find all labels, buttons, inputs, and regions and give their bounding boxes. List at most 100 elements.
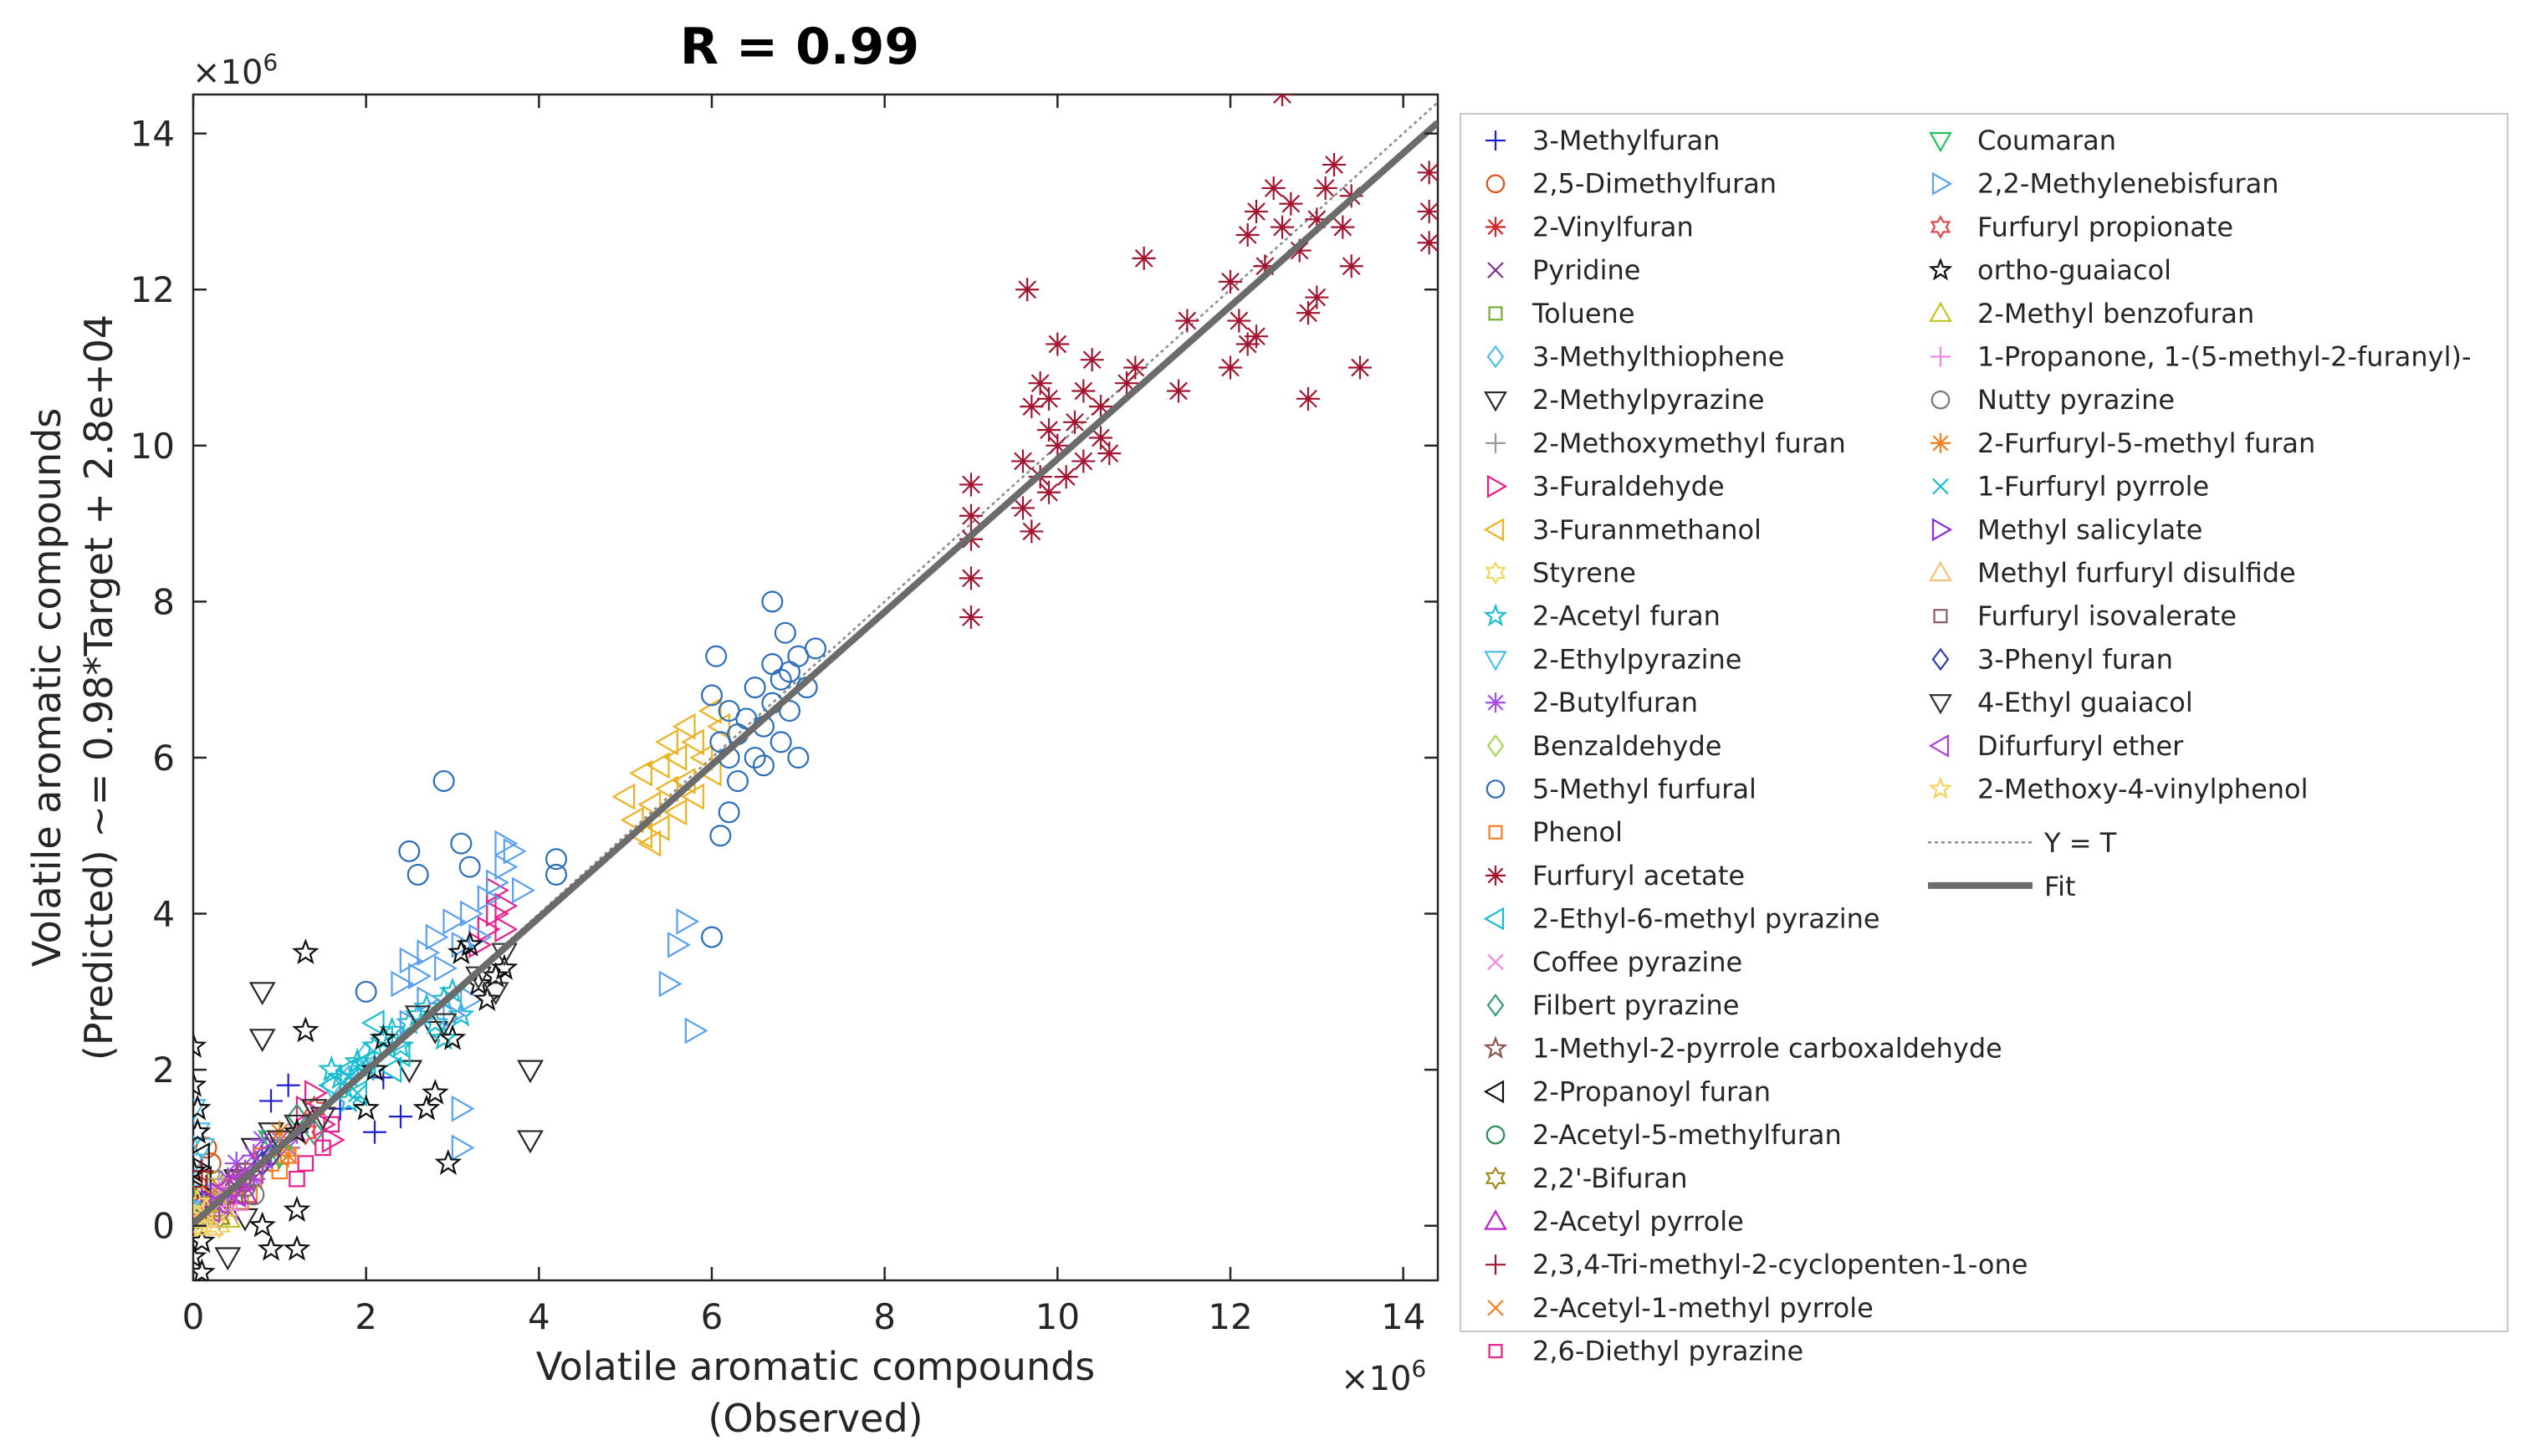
data-point xyxy=(248,1211,276,1238)
data-point xyxy=(1071,449,1096,473)
legend-label: 2-Methoxy-4-vinylphenol xyxy=(1977,774,2309,805)
data-point xyxy=(700,926,723,948)
data-point xyxy=(1015,278,1040,302)
data-point xyxy=(959,566,983,590)
legend-item: Pyridine xyxy=(1487,254,1640,286)
plot-area xyxy=(192,93,1439,1282)
legend-item: 2-Ethylpyrazine xyxy=(1484,643,1741,675)
x-axis-title-line1: Volatile aromatic compounds xyxy=(536,1344,1096,1389)
x-axis: 0 2 4 6 8 10 12 14 xyxy=(182,95,1425,1337)
legend-marker xyxy=(1929,560,1952,582)
legend-marker xyxy=(1487,953,1504,971)
data-point xyxy=(276,1073,300,1097)
legend-marker xyxy=(1487,1300,1504,1316)
data-point xyxy=(1167,379,1190,403)
data-point xyxy=(193,1159,214,1183)
legend-marker xyxy=(1932,478,1949,495)
legend-label: 2-Vinylfuran xyxy=(1532,211,1694,243)
legend-marker xyxy=(1483,1080,1505,1104)
data-point xyxy=(1245,324,1268,349)
data-point xyxy=(442,907,467,935)
legend-item: 2,2-Methylenebisfuran xyxy=(1931,168,2279,200)
legend-item: 1-Furfuryl pyrrole xyxy=(1932,471,2209,503)
legend-label: 2-Methyl benzofuran xyxy=(1977,298,2254,330)
y-tick-label: 12 xyxy=(130,269,175,310)
data-point xyxy=(451,1134,475,1162)
data-point xyxy=(283,1234,311,1261)
data-point xyxy=(1261,176,1286,200)
data-point xyxy=(517,1130,544,1154)
data-point xyxy=(490,953,519,980)
data-point xyxy=(667,931,691,958)
legend-label: Furfuryl acetate xyxy=(1532,860,1745,891)
legend-item: 5-Methyl furfural xyxy=(1485,774,1757,805)
legend-label: 3-Methylfuran xyxy=(1532,125,1720,156)
data-point xyxy=(268,1120,292,1144)
data-point xyxy=(430,1024,458,1050)
data-point xyxy=(344,1080,367,1107)
data-point xyxy=(283,1195,311,1222)
legend-marker xyxy=(1931,171,1953,196)
y-tick-label: 2 xyxy=(152,1050,175,1091)
data-point xyxy=(1331,215,1355,239)
y-axis-title-line2: (Predicted) ~= 0.98*Target + 2.8e+04 xyxy=(76,314,121,1060)
data-point xyxy=(363,1120,386,1144)
data-point xyxy=(314,1139,331,1157)
data-point xyxy=(197,1212,224,1236)
legend-marker xyxy=(1928,733,1950,758)
legend-label: 2-Butylfuran xyxy=(1532,687,1698,718)
x-tick-label: 6 xyxy=(701,1296,724,1337)
data-point xyxy=(297,1155,314,1172)
data-point xyxy=(512,876,535,904)
data-point xyxy=(709,825,732,847)
legend-label: 2-Acetyl pyrrole xyxy=(1532,1206,1744,1238)
data-point xyxy=(434,954,458,982)
data-point xyxy=(451,1095,475,1122)
data-point xyxy=(1054,465,1078,489)
legend-marker xyxy=(1928,776,1953,800)
x-axis-exponent: ×106 xyxy=(1341,1355,1426,1398)
data-point xyxy=(611,783,636,810)
legend-item: 2,2'-Bifuran xyxy=(1485,1162,1688,1194)
data-point xyxy=(959,503,983,528)
legend-marker xyxy=(1484,651,1507,672)
x-tick-label: 4 xyxy=(528,1296,550,1337)
data-point xyxy=(447,1000,475,1027)
legend-item: 2-Propanoyl furan xyxy=(1483,1075,1771,1107)
legend-label: Methyl salicylate xyxy=(1977,513,2202,545)
legend-label: 3-Phenyl furan xyxy=(1977,643,2173,675)
data-point xyxy=(289,1170,305,1188)
legend-item: 4-Ethyl guaiacol xyxy=(1929,687,2193,718)
legend-item: Furfuryl propionate xyxy=(1930,211,2233,243)
data-point xyxy=(193,1070,207,1097)
legend-label: Benzaldehyde xyxy=(1532,730,1721,762)
data-point xyxy=(655,775,678,803)
y-tick-label: 4 xyxy=(152,894,175,935)
data-point xyxy=(1339,254,1363,278)
legend-item: 2-Methoxymethyl furan xyxy=(1485,427,1846,459)
data-point xyxy=(959,605,983,630)
legend-item: 3-Furaldehyde xyxy=(1486,471,1725,503)
legend-marker xyxy=(1485,779,1506,799)
data-point xyxy=(637,791,662,818)
legend-label: 2-Acetyl-1-methyl pyrrole xyxy=(1532,1292,1874,1324)
legend-item: 3-Furanmethanol xyxy=(1483,513,1762,545)
data-point xyxy=(450,832,473,855)
legend-marker xyxy=(1485,1166,1506,1190)
data-point xyxy=(257,1234,285,1261)
y-axis-title-line1: Volatile aromatic compounds xyxy=(24,408,69,968)
data-point xyxy=(718,801,740,824)
data-point xyxy=(248,1029,276,1053)
legend-marker xyxy=(1486,994,1505,1017)
data-point xyxy=(193,1153,207,1178)
legend-marker xyxy=(1485,560,1506,585)
y-tick-label: 10 xyxy=(130,426,175,467)
legend-marker xyxy=(1933,609,1948,624)
legend-label: 2,2-Methylenebisfuran xyxy=(1977,168,2279,200)
series-30 xyxy=(391,830,708,1162)
legend-label: 2-Acetyl furan xyxy=(1532,600,1721,632)
data-point xyxy=(778,699,800,722)
data-point xyxy=(456,930,483,957)
legend-label: 2-Ethyl-6-methyl pyrazine xyxy=(1532,903,1880,935)
data-point xyxy=(1271,215,1294,239)
